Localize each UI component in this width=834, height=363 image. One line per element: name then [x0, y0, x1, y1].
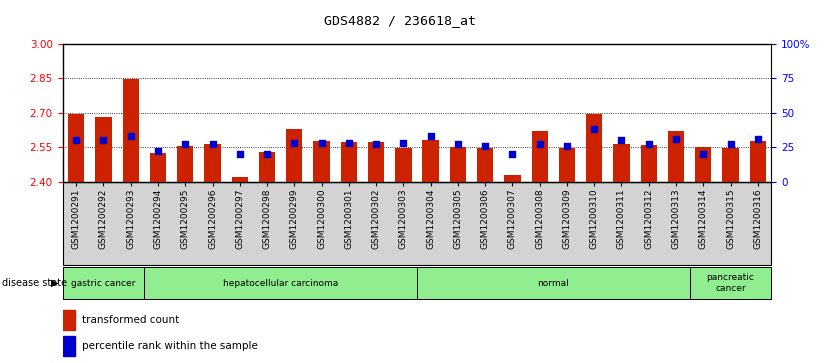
Point [670, 136, 683, 142]
FancyBboxPatch shape [63, 267, 144, 299]
Text: hepatocellular carcinoma: hepatocellular carcinoma [223, 279, 339, 287]
Bar [63, 336, 75, 356]
Point [151, 148, 164, 154]
Text: pancreatic
cancer: pancreatic cancer [706, 273, 755, 293]
Bar [177, 146, 193, 182]
Bar [314, 141, 329, 182]
Point [505, 151, 519, 157]
Point [260, 151, 274, 157]
Point [642, 141, 656, 147]
Bar [531, 131, 548, 182]
Point [751, 136, 765, 142]
Bar [232, 177, 248, 182]
Text: percentile rank within the sample: percentile rank within the sample [83, 341, 259, 351]
Point [206, 141, 219, 147]
Text: ▶: ▶ [51, 278, 58, 288]
Point [615, 137, 628, 143]
Text: disease state: disease state [2, 278, 67, 288]
Bar [613, 143, 630, 182]
Point [369, 141, 383, 147]
Bar [641, 145, 657, 182]
FancyBboxPatch shape [144, 267, 417, 299]
Point [451, 141, 465, 147]
Point [397, 140, 410, 146]
Point [234, 151, 247, 157]
Point [560, 143, 574, 148]
Bar [150, 153, 166, 182]
Point [587, 126, 600, 132]
Text: gastric cancer: gastric cancer [71, 279, 136, 287]
Point [533, 141, 546, 147]
Text: GDS4882 / 236618_at: GDS4882 / 236618_at [324, 15, 476, 28]
Bar [68, 114, 84, 182]
Bar [259, 152, 275, 182]
Point [124, 133, 138, 139]
Bar [750, 141, 766, 182]
Point [424, 133, 437, 139]
Point [178, 141, 192, 147]
FancyBboxPatch shape [690, 267, 771, 299]
Point [97, 137, 110, 143]
Bar [286, 129, 303, 182]
Point [315, 140, 329, 146]
Bar [63, 310, 75, 330]
Bar [95, 117, 112, 182]
Point [288, 140, 301, 146]
Bar [722, 148, 739, 182]
Bar [505, 175, 520, 182]
Point [696, 151, 710, 157]
Bar [450, 147, 466, 182]
Bar [204, 143, 221, 182]
Bar [559, 148, 575, 182]
Text: normal: normal [537, 279, 569, 287]
Bar [477, 148, 494, 182]
Bar [340, 142, 357, 182]
Bar [586, 114, 602, 182]
Point [69, 137, 83, 143]
Bar [123, 79, 139, 182]
Text: transformed count: transformed count [83, 315, 179, 325]
Point [342, 140, 355, 146]
Point [479, 143, 492, 148]
Point [724, 141, 737, 147]
Bar [423, 140, 439, 182]
Bar [395, 148, 411, 182]
FancyBboxPatch shape [417, 267, 690, 299]
Bar [695, 147, 711, 182]
Bar [668, 131, 684, 182]
Bar [368, 142, 384, 182]
